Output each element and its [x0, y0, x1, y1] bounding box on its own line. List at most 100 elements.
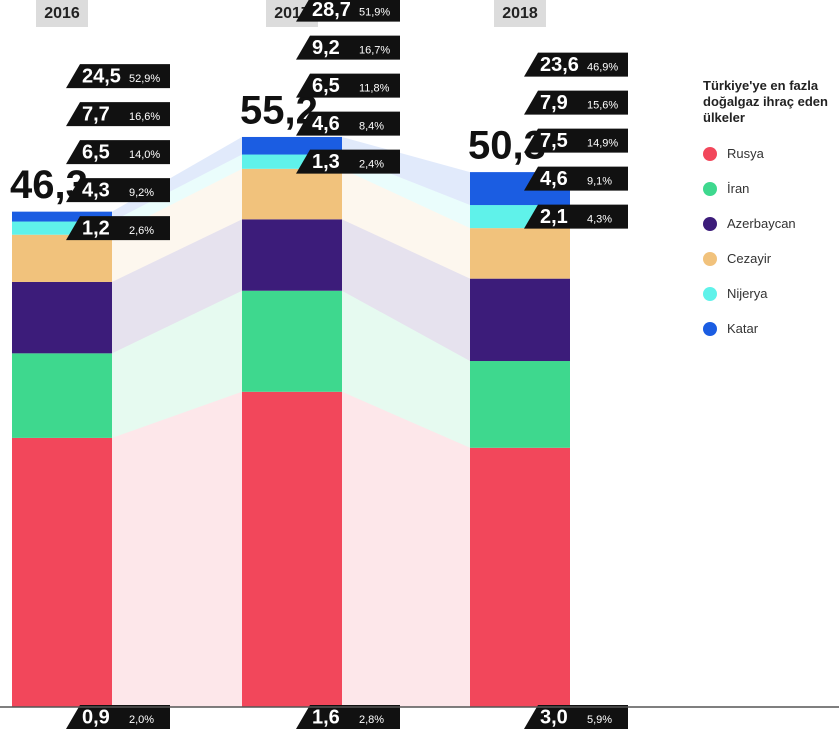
share-label: 14,9%: [587, 138, 618, 150]
bar-segment: [242, 168, 342, 220]
value-label: 28,7: [312, 0, 351, 21]
share-label: 11,8%: [359, 83, 390, 95]
share-label: 9,1%: [587, 176, 612, 188]
value-label: 7,9: [540, 92, 568, 114]
value-tag: 1,3 2,4%: [296, 149, 400, 174]
share-label: 2,0%: [129, 714, 154, 726]
value-tag: 7,9 15,6%: [524, 90, 628, 115]
tag-bg: [66, 216, 170, 241]
connector: [342, 290, 470, 448]
tag-bg: [296, 73, 400, 98]
connector: [112, 391, 242, 707]
tag-bg: [296, 705, 400, 729]
value-label: 9,2: [312, 37, 340, 59]
bar-segment: [470, 361, 570, 448]
connector: [342, 391, 470, 707]
tag-bg: [296, 35, 400, 60]
legend-label: Azerbaycan: [727, 216, 796, 231]
value-tag: 3,0 5,9%: [524, 705, 628, 729]
bar-segment: [12, 437, 112, 707]
legend-label: Katar: [727, 321, 759, 336]
x-tick-label: 2018: [502, 5, 538, 22]
legend-title: Türkiye'ye en fazla doğalgaz ihraç eden …: [703, 78, 828, 125]
value-label: 4,3: [82, 179, 110, 201]
share-label: 5,9%: [587, 714, 612, 726]
connector: [342, 168, 470, 279]
value-label: 7,5: [540, 130, 568, 152]
tag-bg: [66, 705, 170, 729]
tag-bg: [524, 128, 628, 153]
connector: [112, 154, 242, 235]
connector: [112, 290, 242, 438]
legend-item: İran: [703, 171, 839, 206]
legend-marker: [703, 216, 717, 231]
value-tag: 28,7 51,9%: [296, 0, 400, 22]
share-label: 46,9%: [587, 62, 618, 74]
tag-bg: [524, 166, 628, 191]
share-label: 16,6%: [129, 111, 160, 123]
connector: [112, 219, 242, 354]
value-label: 0,9: [82, 706, 110, 728]
value-label: 4,6: [540, 168, 568, 190]
tag-bg: [524, 52, 628, 77]
tag-bg: [296, 111, 400, 136]
bar-segment: [12, 211, 112, 222]
value-tag: 9,2 16,7%: [296, 35, 400, 60]
legend: Türkiye'ye en fazla doğalgaz ihraç eden …: [703, 78, 839, 346]
share-label: 2,6%: [129, 225, 154, 237]
value-label: 6,5: [82, 141, 110, 163]
legend-item: Azerbaycan: [703, 206, 839, 241]
legend-label: İran: [727, 181, 750, 196]
value-label: 3,0: [540, 706, 568, 728]
bar-segment: [470, 447, 570, 707]
legend-label: Cezayir: [727, 251, 772, 266]
share-label: 51,9%: [359, 7, 390, 19]
legend-label: Nijerya: [727, 286, 768, 301]
value-label: 7,7: [82, 103, 110, 125]
value-tag: 1,2 2,6%: [66, 216, 170, 241]
tag-bg: [524, 705, 628, 729]
value-tag: 6,5 11,8%: [296, 73, 400, 98]
year-box: [494, 0, 546, 27]
value-label: 1,6: [312, 706, 340, 728]
value-tag: 4,3 9,2%: [66, 178, 170, 203]
value-tag: 24,5 52,9%: [66, 64, 170, 89]
value-tag: 0,9 2,0%: [66, 705, 170, 729]
connector: [342, 219, 470, 362]
value-label: 6,5: [312, 75, 340, 97]
bar-segment: [242, 219, 342, 291]
share-label: 2,4%: [359, 159, 384, 171]
value-label: 1,2: [82, 217, 110, 239]
legend-item: Cezayir: [703, 241, 839, 276]
value-tag: 4,6 8,4%: [296, 111, 400, 136]
value-label: 23,6: [540, 54, 579, 76]
legend-marker: [703, 146, 717, 161]
bar-segment: [12, 234, 112, 282]
legend-item: Nijerya: [703, 276, 839, 311]
tag-bg: [296, 0, 400, 22]
share-label: 4,3%: [587, 214, 612, 226]
share-label: 15,6%: [587, 100, 618, 112]
value-label: 1,3: [312, 151, 340, 173]
share-label: 16,7%: [359, 45, 390, 57]
connector: [112, 168, 242, 282]
tag-bg: [524, 90, 628, 115]
tag-bg: [66, 140, 170, 165]
legend-item: Katar: [703, 311, 839, 346]
value-label: 2,1: [540, 206, 568, 228]
value-tag: 6,5 14,0%: [66, 140, 170, 165]
value-tag: 2,1 4,3%: [524, 204, 628, 229]
legend-marker: [703, 286, 717, 301]
value-tag: 1,6 2,8%: [296, 705, 400, 729]
value-tag: 7,5 14,9%: [524, 128, 628, 153]
legend-marker: [703, 321, 717, 336]
bar-segment: [12, 281, 112, 354]
tag-bg: [524, 204, 628, 229]
bar-segment: [12, 353, 112, 438]
share-label: 2,8%: [359, 714, 384, 726]
value-tag: 23,6 46,9%: [524, 52, 628, 77]
tag-bg: [66, 102, 170, 127]
tag-bg: [66, 64, 170, 89]
legend-marker: [703, 181, 717, 196]
